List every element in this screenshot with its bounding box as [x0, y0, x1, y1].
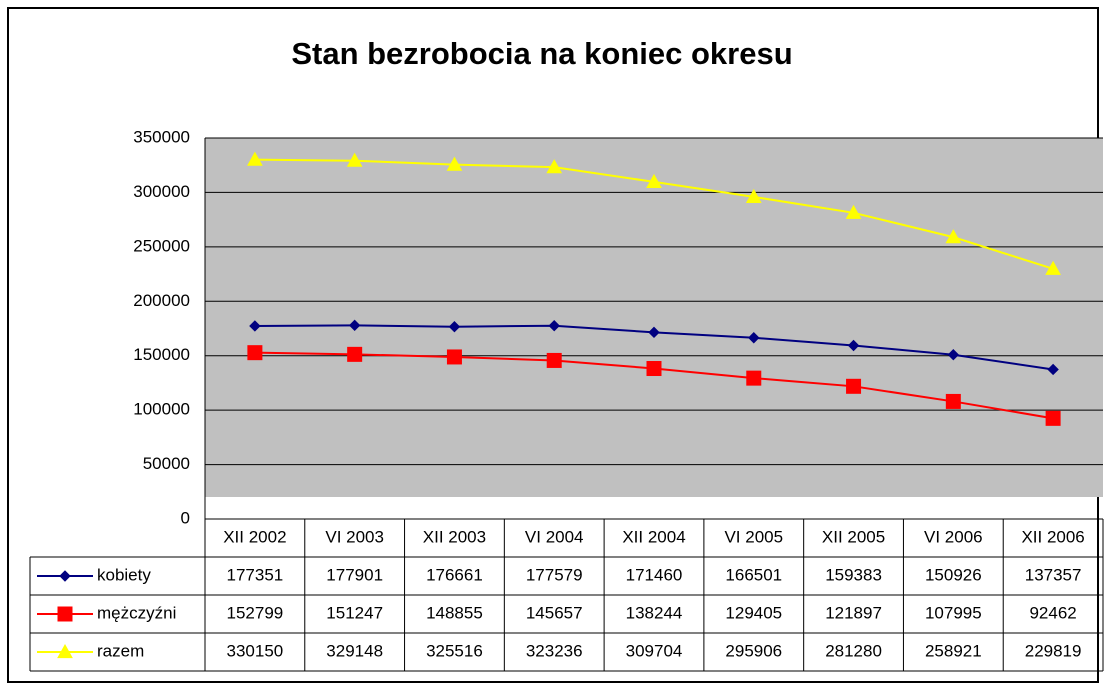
data-point — [845, 204, 862, 219]
x-tick-label: XII 2003 — [423, 527, 486, 546]
table-value: 92462 — [1029, 603, 1076, 622]
data-point — [646, 361, 662, 377]
legend-marker — [57, 606, 73, 622]
x-tick-label: VI 2004 — [525, 527, 584, 546]
table-value: 329148 — [326, 641, 383, 660]
data-point — [1045, 260, 1061, 275]
table-value: 295906 — [725, 641, 782, 660]
y-tick-label: 150000 — [133, 345, 190, 364]
data-point — [348, 319, 361, 332]
table-value: 159383 — [825, 565, 882, 584]
table-value: 151247 — [326, 603, 383, 622]
x-tick-label: VI 2006 — [924, 527, 983, 546]
data-point — [748, 332, 760, 344]
data-point — [746, 370, 762, 386]
data-point — [548, 319, 560, 332]
table-value: 137357 — [1025, 565, 1082, 584]
x-tick-label: VI 2005 — [724, 527, 783, 546]
legend-label: kobiety — [97, 565, 151, 584]
table-value: 258921 — [925, 641, 982, 660]
data-point — [448, 320, 461, 333]
data-point — [1047, 363, 1059, 376]
data-point — [945, 229, 962, 244]
table-value: 330150 — [227, 641, 284, 660]
table-value: 177579 — [526, 565, 583, 584]
legend-marker — [57, 643, 73, 659]
table-value: 177901 — [326, 565, 383, 584]
data-point — [247, 345, 263, 361]
x-tick-label: XII 2006 — [1021, 527, 1084, 546]
table-value: 171460 — [626, 565, 683, 584]
x-tick-label: VI 2003 — [325, 527, 384, 546]
data-point — [446, 156, 463, 171]
data-point — [1045, 410, 1061, 426]
data-point — [546, 352, 562, 368]
table-value: 152799 — [227, 603, 284, 622]
data-point — [947, 348, 960, 361]
y-tick-label: 300000 — [133, 182, 190, 201]
table-value: 176661 — [426, 565, 483, 584]
data-point — [249, 320, 261, 332]
legend-label: razem — [97, 641, 144, 660]
x-tick-label: XII 2004 — [622, 527, 685, 546]
legend-marker — [59, 570, 71, 582]
data-point — [646, 173, 662, 188]
table-value: 323236 — [526, 641, 583, 660]
table-value: 229819 — [1025, 641, 1082, 660]
data-point — [446, 349, 462, 365]
table-value: 138244 — [626, 603, 683, 622]
y-tick-label: 50000 — [143, 454, 190, 473]
data-point — [745, 188, 762, 203]
data-point — [847, 339, 860, 352]
table-value: 177351 — [227, 565, 284, 584]
legend-label: mężczyźni — [97, 603, 176, 622]
table-value: 150926 — [925, 565, 982, 584]
x-tick-label: XII 2002 — [223, 527, 286, 546]
table-value: 145657 — [526, 603, 583, 622]
data-point — [346, 152, 363, 167]
data-point — [347, 346, 363, 362]
y-tick-label: 100000 — [133, 400, 190, 419]
y-tick-label: 200000 — [133, 291, 190, 310]
table-value: 148855 — [426, 603, 483, 622]
data-point — [247, 151, 263, 166]
table-value: 281280 — [825, 641, 882, 660]
data-point — [648, 326, 660, 339]
table-value: 166501 — [725, 565, 782, 584]
table-value: 325516 — [426, 641, 483, 660]
plot-background — [205, 138, 1103, 497]
table-value: 309704 — [626, 641, 683, 660]
y-tick-label: 0 — [181, 508, 190, 527]
table-value: 129405 — [725, 603, 782, 622]
data-point — [546, 159, 563, 174]
chart-title: Stan bezrobocia na koniec okresu — [291, 36, 792, 71]
data-point — [846, 378, 862, 394]
data-point — [945, 393, 961, 409]
y-tick-label: 250000 — [133, 236, 190, 255]
table-value: 121897 — [825, 603, 882, 622]
x-tick-label: XII 2005 — [822, 527, 885, 546]
y-tick-label: 350000 — [133, 127, 190, 146]
table-value: 107995 — [925, 603, 982, 622]
